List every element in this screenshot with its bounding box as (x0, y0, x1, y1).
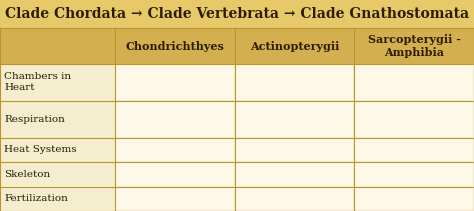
Text: Fertilization: Fertilization (4, 194, 68, 203)
Bar (0, 101, 474, 138)
Bar (116, 188, 234, 210)
Text: Clade Chordata → Clade Vertebrata → Clade Gnathostomata: Clade Chordata → Clade Vertebrata → Clad… (5, 7, 469, 21)
Bar (116, 102, 234, 137)
Bar (236, 138, 353, 161)
Bar (0, 187, 474, 211)
Bar (0, 138, 474, 162)
Bar (356, 188, 473, 210)
Text: Actinopterygii: Actinopterygii (250, 41, 339, 51)
Bar (0, 162, 474, 187)
Bar (116, 163, 234, 185)
Bar (0, 28, 474, 64)
Bar (0, 64, 474, 101)
Text: Respiration: Respiration (4, 115, 65, 124)
Text: Sarcopterygii -
Amphibia: Sarcopterygii - Amphibia (368, 34, 461, 58)
Bar (116, 138, 234, 161)
Bar (356, 102, 473, 137)
Text: Skeleton: Skeleton (4, 170, 50, 179)
Text: Chondrichthyes: Chondrichthyes (126, 41, 224, 51)
Bar (0, 0, 474, 28)
Bar (356, 138, 473, 161)
Bar (236, 102, 353, 137)
Bar (236, 163, 353, 185)
Text: Chambers in
Heart: Chambers in Heart (4, 72, 71, 92)
Text: Heat Systems: Heat Systems (4, 145, 77, 154)
Bar (356, 163, 473, 185)
Bar (356, 65, 473, 100)
Bar (236, 65, 353, 100)
Bar (236, 188, 353, 210)
Bar (116, 65, 234, 100)
